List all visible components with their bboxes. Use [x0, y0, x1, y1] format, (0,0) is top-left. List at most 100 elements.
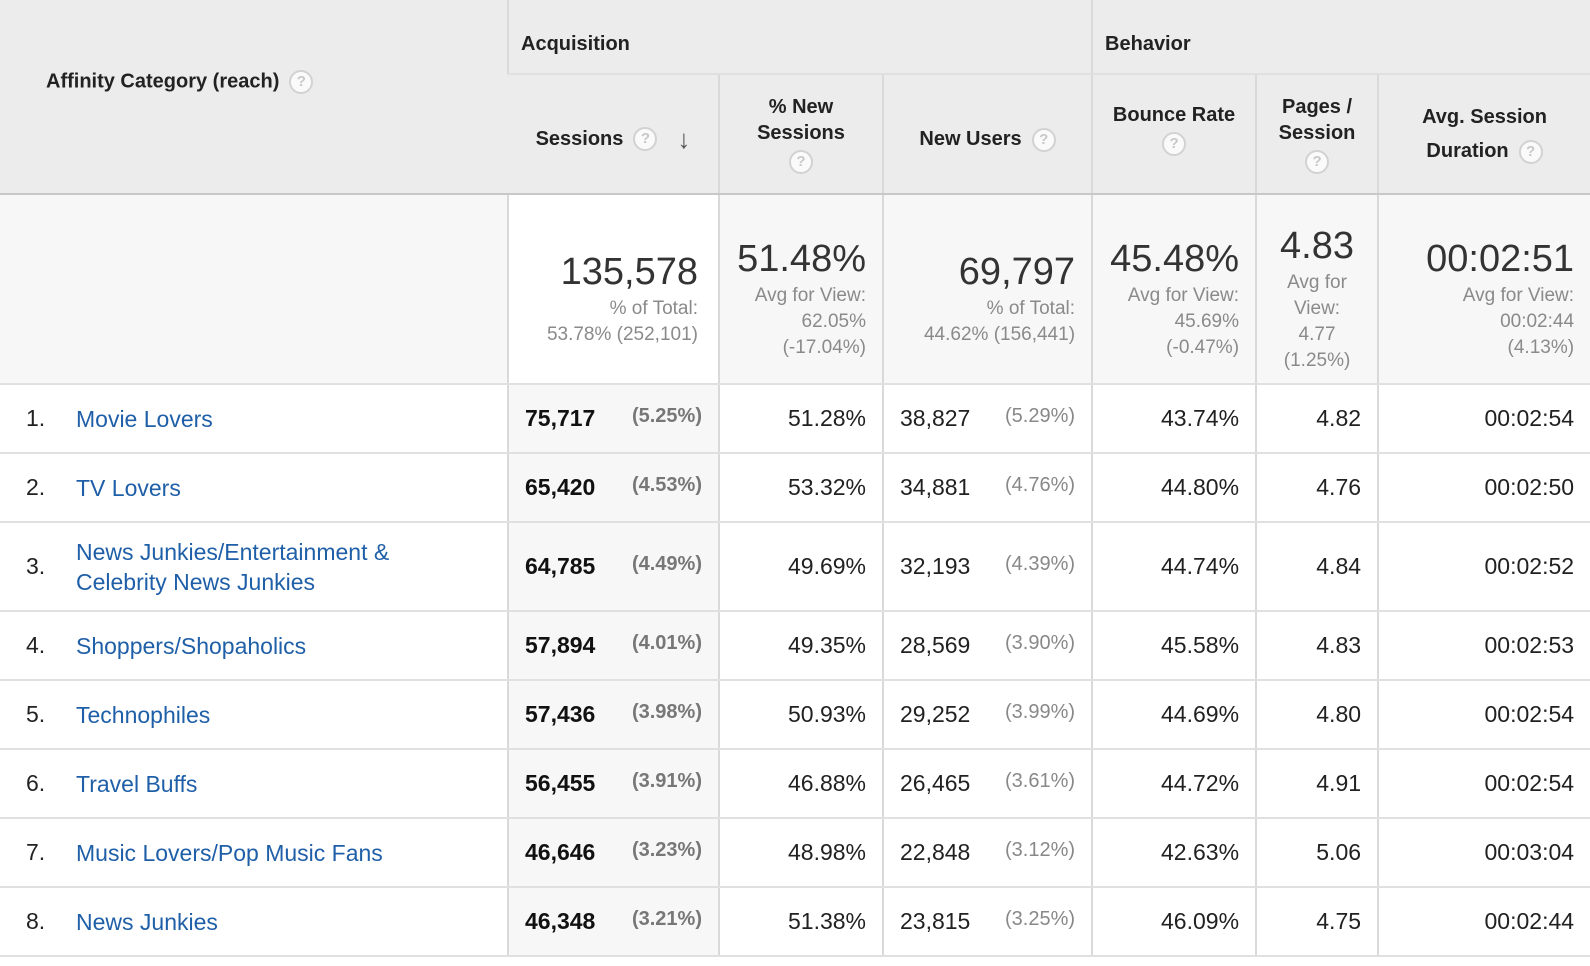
- bounce-rate-cell: 45.58%: [1091, 611, 1257, 681]
- sessions-value: 46,646: [525, 839, 596, 865]
- pages-cell: 4.80: [1255, 680, 1379, 750]
- col-pages-session[interactable]: Pages / Session ?: [1255, 74, 1379, 195]
- sessions-value: 75,717: [525, 405, 596, 431]
- table-row: 8. News Junkies 46,348 (3.21%) 51.38% 23,8…: [0, 887, 1590, 957]
- table-row: 4. Shoppers/Shopaholics 57,894 (4.01%) 49.…: [0, 611, 1590, 681]
- summary-new-users-sub1: % of Total:: [986, 298, 1076, 319]
- category-link[interactable]: Travel Buffs: [76, 770, 198, 797]
- group-behavior: Behavior: [1091, 0, 1590, 75]
- col-avg-session-duration[interactable]: Avg. Session Duration?: [1377, 74, 1590, 195]
- sessions-value: 56,455: [525, 770, 596, 796]
- new-users-pct: (3.90%): [1005, 632, 1076, 654]
- sessions-cell: 65,420 (4.53%): [507, 453, 719, 523]
- row-index: 1.: [26, 405, 46, 431]
- new-users-value: 28,569: [900, 632, 971, 658]
- sessions-pct: (3.23%): [631, 839, 702, 861]
- summary-avg-duration-sub2: 00:02:44: [1500, 311, 1575, 332]
- new-sessions-cell: 48.98%: [718, 818, 883, 888]
- summary-sessions-sub2: 53.78% (252,101): [546, 324, 698, 345]
- summary-avg-duration: 00:02:51 Avg for View: 00:02:44 (4.13%): [1377, 194, 1590, 385]
- category-link[interactable]: Music Lovers/Pop Music Fans: [76, 839, 383, 866]
- bounce-rate-cell: 44.72%: [1091, 749, 1257, 819]
- summary-sessions-sub1: % of Total:: [609, 298, 698, 319]
- row-dimension: 7. Music Lovers/Pop Music Fans: [0, 818, 508, 888]
- sessions-cell: 64,785 (4.49%): [507, 522, 719, 612]
- col-avg-label-2: Duration: [1426, 140, 1509, 162]
- sessions-pct: (4.01%): [631, 632, 702, 654]
- dimension-header-label: Affinity Category (reach): [46, 69, 280, 92]
- help-icon[interactable]: ?: [289, 69, 314, 94]
- help-icon[interactable]: ?: [1162, 132, 1187, 156]
- pages-cell: 4.75: [1255, 887, 1379, 957]
- summary-blank: [0, 194, 508, 385]
- new-users-pct: (3.25%): [1005, 908, 1076, 930]
- row-index: 2.: [26, 474, 46, 500]
- col-sessions[interactable]: Sessions? ↓: [508, 74, 719, 195]
- pages-cell: 4.91: [1255, 749, 1379, 819]
- new-users-value: 34,881: [900, 474, 971, 500]
- sessions-value: 46,348: [525, 908, 596, 934]
- sessions-cell: 75,717 (5.25%): [507, 384, 719, 454]
- group-acquisition: Acquisition: [506, 0, 1093, 75]
- new-users-pct: (5.29%): [1005, 405, 1076, 427]
- category-link[interactable]: Technophiles: [76, 701, 211, 728]
- row-dimension: 3. News Junkies/Entertainment & Celebrity …: [0, 522, 508, 612]
- summary-new-users: 69,797 % of Total: 44.62% (156,441): [881, 194, 1093, 385]
- category-link[interactable]: TV Lovers: [76, 474, 181, 501]
- pages-cell: 4.82: [1255, 384, 1379, 454]
- new-users-pct: (4.76%): [1005, 474, 1076, 496]
- category-link[interactable]: Shoppers/Shopaholics: [76, 632, 307, 659]
- dimension-header[interactable]: Affinity Category (reach)?: [0, 0, 508, 195]
- new-users-cell: 29,252 (3.99%): [881, 680, 1093, 750]
- summary-bounce-rate-sub1: Avg for View:: [1127, 285, 1240, 306]
- help-icon[interactable]: ?: [1031, 127, 1056, 152]
- summary-pages-sub3: 4.77: [1298, 324, 1336, 345]
- summary-pages: 4.83 Avg for View: 4.77 (1.25%): [1255, 194, 1379, 385]
- new-users-value: 26,465: [900, 770, 971, 796]
- summary-pages-sub2: View:: [1293, 298, 1341, 319]
- avg-duration-cell: 00:02:50: [1377, 453, 1590, 523]
- help-icon[interactable]: ?: [1518, 139, 1543, 164]
- summary-bounce-rate-sub3: (-0.47%): [1166, 337, 1240, 358]
- help-icon[interactable]: ?: [789, 150, 813, 174]
- row-dimension: 6. Travel Buffs: [0, 749, 508, 819]
- col-new-sessions[interactable]: % New Sessions ?: [718, 74, 883, 195]
- summary-avg-duration-sub1: Avg for View:: [1462, 285, 1575, 306]
- sessions-pct: (5.25%): [631, 405, 702, 427]
- row-dimension: 8. News Junkies: [0, 887, 508, 957]
- col-bounce-rate-label: Bounce Rate: [1112, 104, 1236, 126]
- new-sessions-cell: 51.38%: [718, 887, 883, 957]
- summary-new-sessions-sub2: 62.05%: [801, 311, 866, 332]
- summary-pages-value: 4.83: [1280, 225, 1355, 267]
- pages-cell: 5.06: [1255, 818, 1379, 888]
- new-users-value: 29,252: [900, 701, 971, 727]
- pages-cell: 4.84: [1255, 522, 1379, 612]
- summary-sessions: 135,578 % of Total: 53.78% (252,101): [507, 194, 719, 385]
- summary-pages-sub1: Avg for: [1287, 272, 1347, 293]
- summary-sessions-value: 135,578: [560, 251, 698, 293]
- sort-descending-icon[interactable]: ↓: [677, 124, 691, 155]
- avg-duration-cell: 00:03:04: [1377, 818, 1590, 888]
- help-icon[interactable]: ?: [1305, 150, 1330, 174]
- table-row: 6. Travel Buffs 56,455 (3.91%) 46.88% 26,4…: [0, 749, 1590, 819]
- table-row: 2. TV Lovers 65,420 (4.53%) 53.32% 34,881 (…: [0, 453, 1590, 523]
- row-index: 5.: [26, 701, 46, 727]
- row-index: 3.: [26, 553, 46, 579]
- avg-duration-cell: 00:02:54: [1377, 680, 1590, 750]
- col-bounce-rate[interactable]: Bounce Rate ?: [1091, 74, 1257, 195]
- category-link-line2: Celebrity News Junkies: [76, 568, 316, 595]
- category-link[interactable]: News Junkies/Entertainment & Celebrity Ne…: [76, 537, 389, 597]
- help-icon[interactable]: ?: [633, 127, 658, 152]
- category-link-line1: News Junkies/Entertainment &: [76, 538, 390, 565]
- new-users-pct: (3.61%): [1005, 770, 1076, 792]
- new-users-pct: (4.39%): [1005, 553, 1076, 575]
- col-new-users[interactable]: New Users?: [881, 74, 1093, 195]
- sessions-value: 64,785: [525, 553, 596, 579]
- avg-duration-cell: 00:02:52: [1377, 522, 1590, 612]
- bounce-rate-cell: 42.63%: [1091, 818, 1257, 888]
- category-link[interactable]: News Junkies: [76, 908, 218, 935]
- new-users-cell: 34,881 (4.76%): [881, 453, 1093, 523]
- category-link[interactable]: Movie Lovers: [76, 405, 213, 432]
- sessions-pct: (3.98%): [631, 701, 702, 723]
- summary-new-sessions: 51.48% Avg for View: 62.05% (-17.04%): [718, 194, 883, 385]
